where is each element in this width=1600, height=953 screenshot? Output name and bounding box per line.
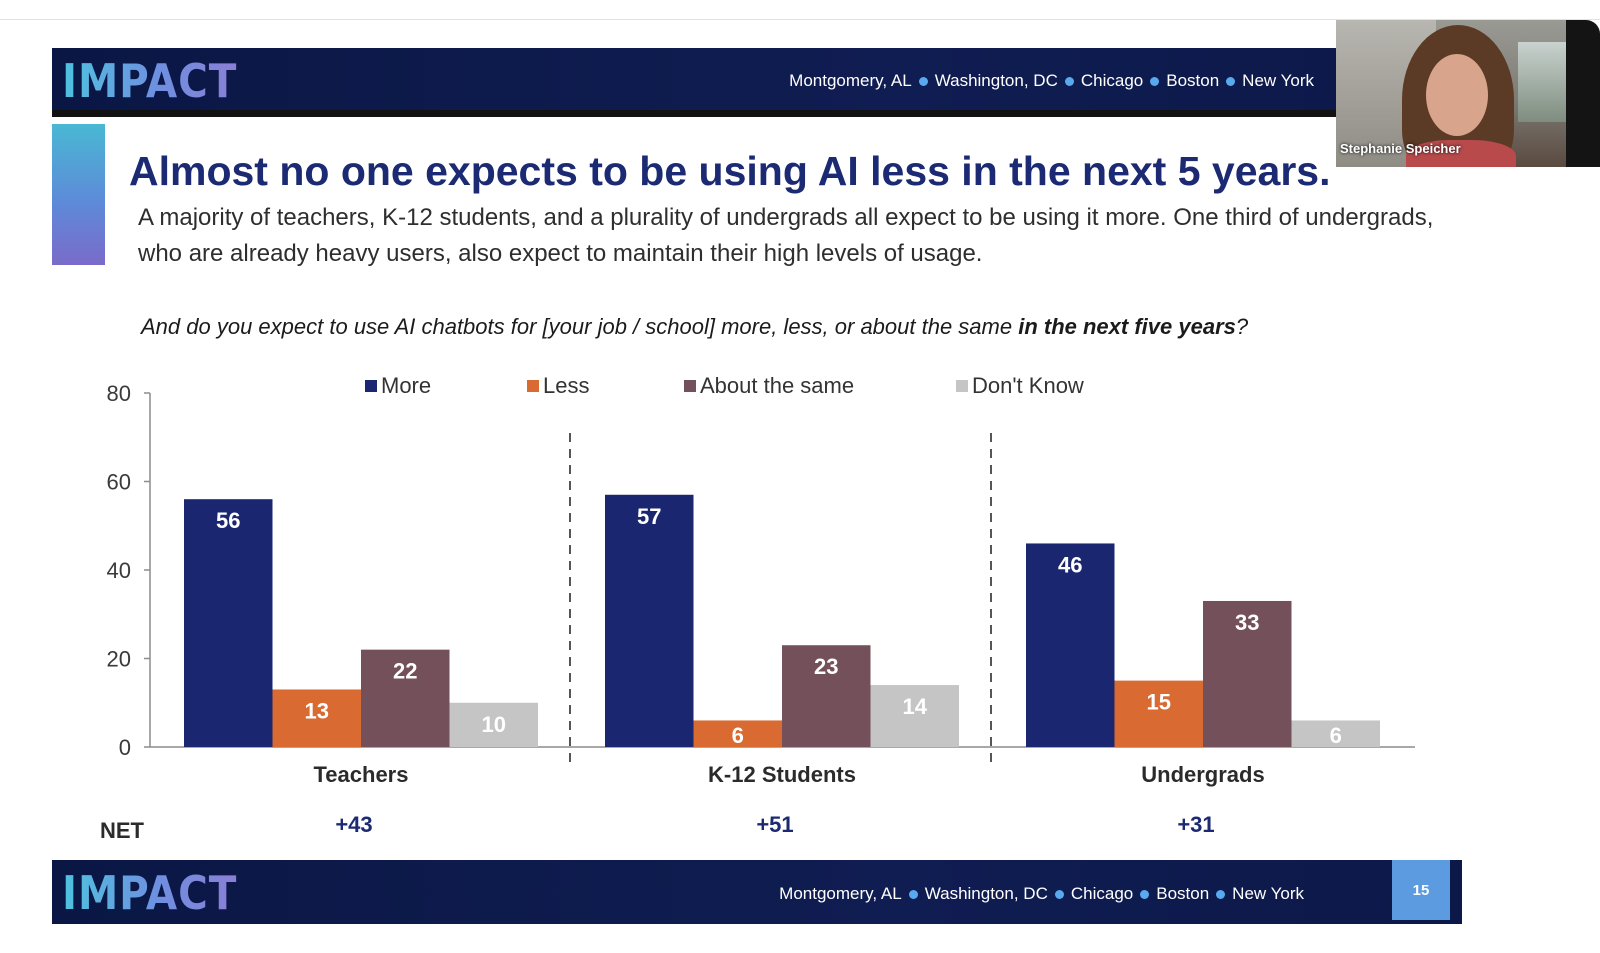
bar-value-label: 57 — [637, 504, 661, 529]
bar-value-label: 6 — [1330, 723, 1342, 748]
city-list: Montgomery, AL Washington, DC Chicago Bo… — [779, 884, 1304, 904]
impact-logo: IMPACT — [62, 54, 238, 108]
bar — [782, 645, 871, 747]
bullet-dot-icon — [1064, 76, 1074, 86]
legend-label: About the same — [700, 373, 854, 398]
bar-value-label: 22 — [393, 659, 417, 684]
bar-value-label: 6 — [732, 723, 744, 748]
video-background-window — [1518, 42, 1566, 122]
city-name: Boston — [1156, 884, 1210, 903]
video-feed — [1336, 20, 1566, 167]
page-number: 15 — [1392, 860, 1450, 920]
bar — [605, 494, 694, 747]
city-name: Chicago — [1080, 71, 1144, 90]
city-name: Washington, DC — [934, 71, 1058, 90]
bullet-dot-icon — [1216, 889, 1226, 899]
x-category-label: K-12 Students — [708, 762, 856, 787]
bullet-dot-icon — [908, 889, 918, 899]
slide-subtitle: A majority of teachers, K-12 students, a… — [138, 204, 1434, 267]
bar — [449, 702, 538, 747]
y-tick-label: 0 — [119, 735, 131, 760]
bar — [693, 720, 782, 747]
bar-value-label: 23 — [814, 654, 838, 679]
bar-value-label: 33 — [1235, 610, 1259, 635]
city-name: Montgomery, AL — [789, 71, 912, 90]
slide-title: Almost no one expects to be using AI les… — [129, 148, 1331, 194]
net-label: NET — [100, 818, 145, 843]
y-tick-label: 60 — [107, 470, 131, 495]
bullet-dot-icon — [1054, 889, 1064, 899]
legend-label: Less — [543, 373, 589, 398]
bar-value-label: 46 — [1058, 552, 1082, 577]
bar — [272, 689, 361, 747]
bar — [1026, 543, 1115, 747]
net-value: +43 — [335, 812, 372, 837]
bar — [184, 499, 273, 747]
bar — [1114, 680, 1203, 747]
city-list: Montgomery, AL Washington, DC Chicago Bo… — [789, 71, 1314, 91]
bar-value-label: 13 — [305, 698, 329, 723]
legend-label: More — [381, 373, 431, 398]
bar — [361, 649, 450, 747]
net-value: +31 — [1177, 812, 1214, 837]
participant-shirt — [1406, 140, 1516, 167]
bar — [1203, 600, 1292, 747]
city-name: New York — [1242, 71, 1314, 90]
city-name: Boston — [1166, 71, 1220, 90]
net-value: +51 — [756, 812, 793, 837]
y-tick-label: 20 — [107, 647, 131, 672]
x-category-label: Undergrads — [1141, 762, 1264, 787]
question-end: ? — [1235, 314, 1249, 339]
header-banner: IMPACT Montgomery, AL Washington, DC Chi… — [52, 48, 1462, 117]
y-tick-label: 80 — [107, 381, 131, 406]
bar-value-label: 14 — [903, 694, 928, 719]
participant-name-label: Stephanie Speicher — [1340, 141, 1461, 156]
bar — [1291, 720, 1380, 747]
participant-video-tile[interactable]: Stephanie Speicher — [1336, 20, 1600, 167]
y-tick-label: 40 — [107, 558, 131, 583]
city-name: Montgomery, AL — [779, 884, 902, 903]
impact-logo: IMPACT — [62, 866, 238, 920]
bar-value-label: 10 — [482, 712, 506, 737]
bullet-dot-icon — [918, 76, 928, 86]
title-accent-bar — [52, 124, 105, 265]
survey-question: And do you expect to use AI chatbots for… — [141, 314, 1248, 340]
legend-label: Don't Know — [972, 373, 1084, 398]
city-name: New York — [1232, 884, 1304, 903]
city-name: Chicago — [1070, 884, 1134, 903]
bullet-dot-icon — [1140, 889, 1150, 899]
bullet-dot-icon — [1150, 76, 1160, 86]
footer-banner: IMPACT Montgomery, AL Washington, DC Chi… — [52, 860, 1462, 924]
legend-swatch — [956, 380, 968, 392]
x-category-label: Teachers — [314, 762, 409, 787]
bar-value-label: 15 — [1147, 690, 1171, 715]
legend-swatch — [365, 380, 377, 392]
question-emphasis: in the next five years — [1018, 314, 1236, 339]
window-top-border — [0, 19, 1600, 20]
legend-swatch — [527, 380, 539, 392]
legend-swatch — [684, 380, 696, 392]
city-name: Washington, DC — [924, 884, 1048, 903]
question-text: And do you expect to use AI chatbots for… — [141, 314, 1019, 339]
bullet-dot-icon — [1226, 76, 1236, 86]
participant-face — [1426, 54, 1488, 136]
bar-value-label: 56 — [216, 508, 240, 533]
bar — [870, 685, 959, 747]
